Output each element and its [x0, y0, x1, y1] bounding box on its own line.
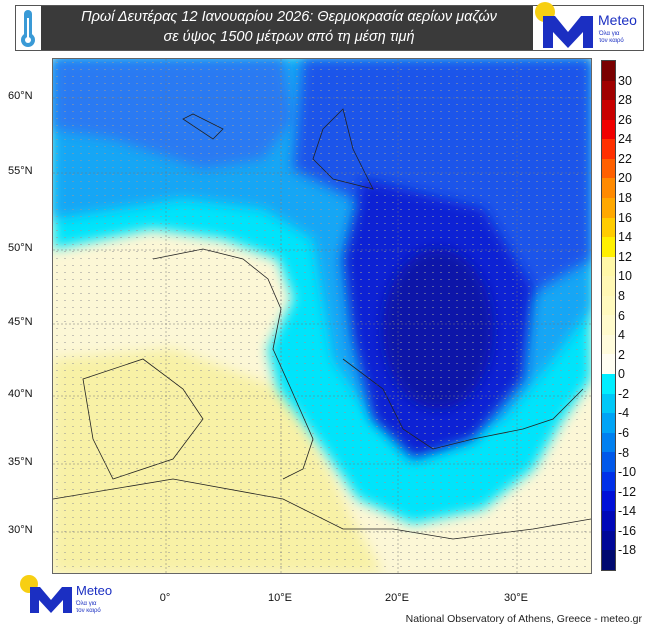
colorbar-tick-label: 16 [618, 210, 632, 225]
colorbar-tick-label: -12 [618, 484, 637, 499]
lon-label: 20°E [385, 592, 409, 604]
colorbar-tick-label: -6 [618, 425, 630, 440]
lat-label: 50°N [8, 242, 33, 254]
thermometer-icon [16, 6, 41, 50]
colorbar-segment [602, 295, 615, 316]
colorbar-segment [602, 61, 615, 81]
lon-label: 10°E [268, 592, 292, 604]
logo-text: Meteo [76, 583, 113, 598]
logo-tagline: Όλα για τον καιρό [599, 31, 624, 44]
colorbar-tick-label: 10 [618, 269, 632, 284]
colorbar-tick-label: 28 [618, 93, 632, 108]
logo-text: Meteo [598, 12, 637, 28]
meteo-m-icon [30, 587, 72, 613]
colorbar-segment [602, 334, 615, 355]
credit-text: National Observatory of Athens, Greece -… [405, 613, 642, 625]
colorbar-tick-label: -18 [618, 543, 637, 558]
lon-label: 0° [159, 592, 171, 604]
lon-label: 30°E [504, 592, 528, 604]
value-grid [53, 59, 591, 573]
lat-label: 45°N [8, 316, 33, 328]
graticule [53, 59, 591, 573]
colorbar-segment [602, 452, 615, 472]
colorbar-tick-label: -16 [618, 523, 637, 538]
colorbar-tick-label: -8 [618, 445, 630, 460]
colorbar-segment [602, 413, 615, 433]
colorbar-segment [602, 550, 615, 570]
colorbar-tick-label: 6 [618, 308, 625, 323]
colorbar-segment [602, 237, 615, 257]
colorbar-segment [602, 491, 615, 511]
lat-label: 60°N [8, 90, 33, 102]
meteo-m-icon [543, 16, 593, 48]
colorbar-segment [602, 256, 615, 277]
logo-tagline: Όλα για τον καιρό [76, 601, 101, 614]
colorbar-tick-label: 2 [618, 347, 625, 362]
colorbar-segment [602, 197, 615, 218]
lat-label: 40°N [8, 388, 33, 400]
colorbar [601, 60, 616, 571]
colorbar-tick-label: 22 [618, 151, 632, 166]
title-line-1: Πρωί Δευτέρας 12 Ιανουαρίου 2026: Θερμοκ… [81, 9, 497, 25]
colorbar-tick-label: -2 [618, 386, 630, 401]
colorbar-segment [602, 80, 615, 101]
colorbar-segment [602, 100, 615, 120]
colorbar-segment [602, 354, 615, 374]
colorbar-tick-label: -14 [618, 504, 637, 519]
colorbar-tick-label: -4 [618, 406, 630, 421]
meteo-logo-top: Meteo Όλα για τον καιρό [533, 2, 643, 50]
colorbar-segment [602, 217, 615, 238]
lat-label: 55°N [8, 165, 33, 177]
colorbar-segment [602, 158, 615, 179]
colorbar-tick-label: 24 [618, 132, 632, 147]
colorbar-tick-label: 26 [618, 112, 632, 127]
colorbar-tick-label: 4 [618, 328, 625, 343]
colorbar-segment [602, 432, 615, 453]
colorbar-segment [602, 530, 615, 551]
title-line-2: σε ύψος 1500 μέτρων από τη μέση τιμή [163, 29, 415, 45]
colorbar-segment [602, 510, 615, 531]
colorbar-segment [602, 119, 615, 140]
map-title: Πρωί Δευτέρας 12 Ιανουαρίου 2026: Θερμοκ… [44, 7, 534, 47]
title-banner: Πρωί Δευτέρας 12 Ιανουαρίου 2026: Θερμοκ… [15, 2, 644, 51]
colorbar-segment [602, 139, 615, 159]
meteo-logo-bottom: Meteo Όλα για τον καιρό [20, 575, 130, 620]
colorbar-segment [602, 178, 615, 198]
coastlines [53, 108, 591, 540]
lat-label: 30°N [8, 524, 33, 536]
colorbar-segment [602, 471, 615, 492]
colorbar-tick-label: 0 [618, 367, 625, 382]
colorbar-tick-label: -10 [618, 465, 637, 480]
colorbar-segment [602, 276, 615, 296]
colorbar-segment [602, 374, 615, 394]
colorbar-segment [602, 315, 615, 335]
lat-label: 35°N [8, 456, 33, 468]
colorbar-tick-label: 18 [618, 191, 632, 206]
colorbar-tick-label: 20 [618, 171, 632, 186]
colorbar-tick-label: 14 [618, 230, 632, 245]
colorbar-tick-label: 12 [618, 249, 632, 264]
colorbar-tick-label: 30 [618, 73, 632, 88]
colorbar-tick-label: 8 [618, 288, 625, 303]
temperature-anomaly-map [52, 58, 592, 574]
colorbar-segment [602, 393, 615, 414]
